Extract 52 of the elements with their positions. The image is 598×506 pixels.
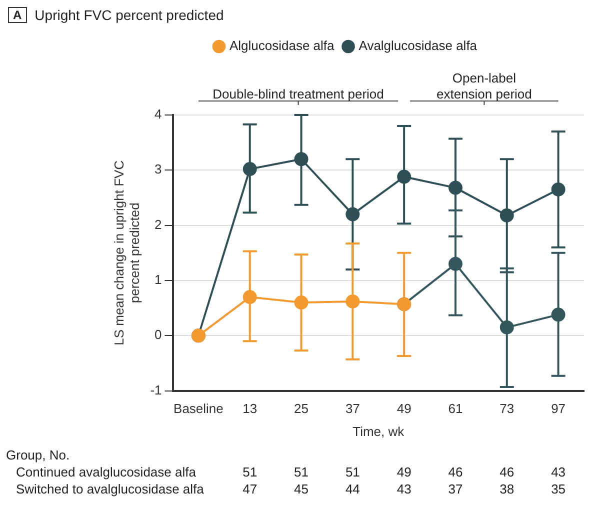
point: [242, 290, 257, 304]
x-tick-label: 73: [500, 401, 514, 416]
text: 43: [396, 482, 412, 497]
y-tick-label: 1: [154, 272, 162, 288]
point: [500, 320, 514, 334]
text: 49: [396, 464, 412, 480]
text: 46: [500, 464, 514, 480]
x-tick-label: Baseline: [174, 401, 224, 416]
y-tick-label: 0: [154, 327, 162, 342]
x-axis-title: Time, wk: [352, 424, 405, 439]
x-tick-label: 49: [396, 401, 412, 416]
text: A: [8, 7, 27, 23]
text: Group, No.: [6, 448, 70, 463]
text: 37: [448, 482, 463, 497]
text: 38: [500, 482, 514, 497]
point: [346, 294, 360, 308]
text: 44: [345, 482, 360, 497]
text: Open-label extension period: [436, 70, 532, 102]
point: [294, 152, 308, 166]
point: [294, 296, 308, 310]
x-tick-label: 37: [345, 401, 360, 416]
point: [346, 207, 360, 222]
text: Switched to avalglucosidase alfa: [16, 482, 205, 497]
point: [448, 180, 462, 195]
point: [397, 170, 412, 184]
x-tick-label: 61: [448, 401, 463, 416]
x-tick-label: 25: [294, 401, 309, 416]
y-tick-label: 2: [154, 216, 162, 232]
legend-label: Avalglucosidase alfa: [358, 38, 478, 54]
y-axis-title: LS mean change in upright FVC percent predicted: [111, 160, 142, 346]
text: 46: [448, 464, 463, 480]
y-tick-label: 4: [154, 106, 162, 122]
text: 51: [345, 464, 360, 480]
text: Continued avalglucosidase alfa: [16, 464, 197, 480]
point: [500, 208, 514, 222]
point: [448, 256, 462, 271]
point: [242, 162, 257, 176]
point: [551, 308, 566, 322]
text: 35: [551, 482, 566, 497]
text: Double-blind treatment period: [212, 86, 384, 102]
text: 43: [551, 464, 566, 480]
text: 47: [242, 482, 258, 497]
point: [551, 182, 566, 196]
chart-title: Upright FVC percent predicted: [34, 7, 224, 23]
text: 51: [242, 464, 258, 480]
x-tick-label: 97: [551, 401, 566, 416]
text: 45: [294, 482, 309, 497]
y-tick-label: -1: [150, 382, 162, 398]
legend-label: Alglucosidase alfa: [229, 38, 336, 54]
x-tick-label: 13: [242, 401, 258, 416]
y-tick-label: 3: [154, 162, 162, 177]
text: 51: [294, 464, 309, 480]
